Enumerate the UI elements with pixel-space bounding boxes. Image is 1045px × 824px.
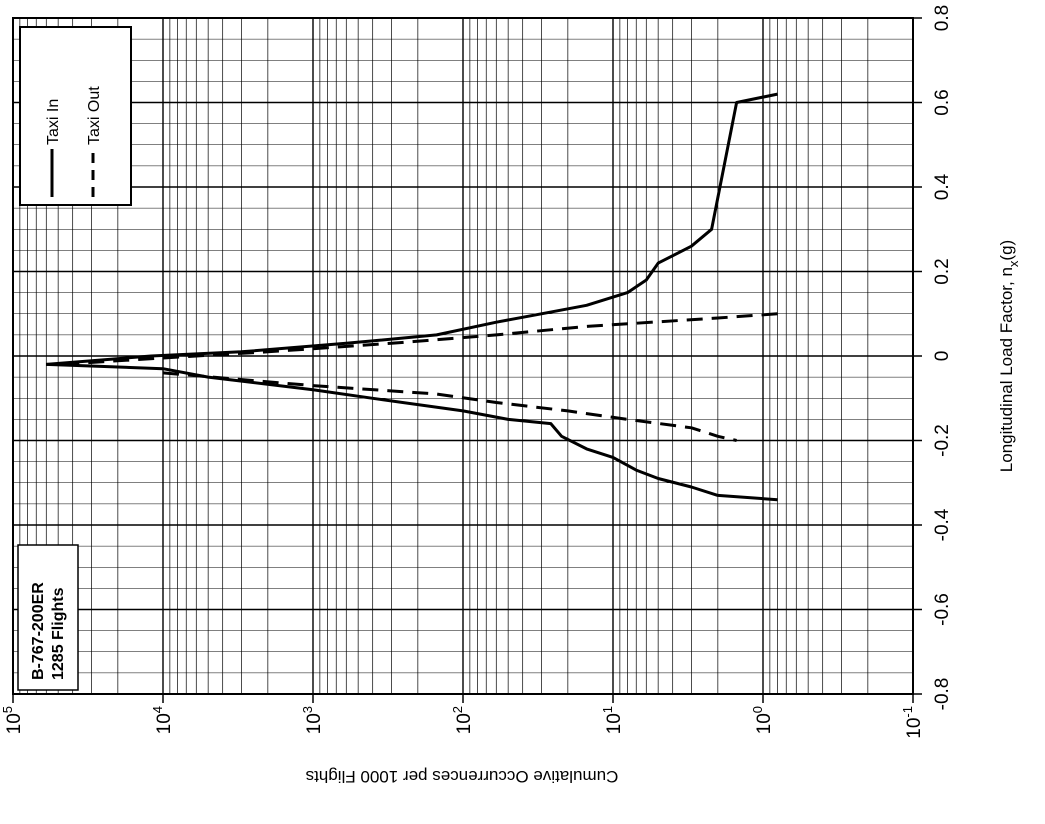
legend-label-taxi-in: Taxi In [45,99,62,145]
y-tick-label: 103 [300,706,325,734]
y-tick-base: 10 [304,713,325,734]
x-tick-label: 0.4 [932,173,953,200]
x-axis-title: Longitudinal Load Factor, nx(g) [997,240,1021,472]
legend-box: Taxi In Taxi Out [19,26,132,206]
x-tick-label: -0.6 [932,593,953,626]
annotation-box: B-767-200ER 1285 Flights [17,544,79,691]
x-tick-label: -0.2 [932,424,953,457]
legend-frame [19,26,132,206]
y-tick-label: 102 [450,706,475,734]
x-tick-label: 0.8 [932,5,953,31]
y-tick-base: 10 [154,713,175,734]
y-tick-exponent: 2 [450,706,465,713]
series-line-taxi-out-1 [162,371,737,442]
y-tick-exponent: 0 [750,706,765,713]
y-tick-base: 10 [454,713,475,734]
y-tick-label: 100 [750,706,775,734]
y-tick-label: 101 [600,706,625,734]
series-layer [46,92,778,502]
legend-label-taxi-out: Taxi Out [86,86,103,145]
x-tick-label: -0.4 [932,508,953,541]
y-tick-label: 10-1 [900,706,925,739]
y-tick-exponent: 3 [300,706,315,713]
series-line-taxi-in-0 [46,92,778,366]
x-tick-label: 0 [932,351,953,362]
y-tick-label: 104 [150,706,175,734]
x-tick-label: -0.8 [932,678,953,711]
y-tick-label: 105 [0,706,25,734]
y-tick-base: 10 [4,713,25,734]
series-line-taxi-in-1 [46,362,778,502]
y-tick-base: 10 [904,718,925,739]
y-tick-exponent: 4 [150,706,165,713]
x-axis-title-subscript: x [1006,260,1021,267]
x-tick-label: 0.2 [932,258,953,284]
x-tick-label: 0.6 [932,89,953,115]
tick-labels: -0.8-0.6-0.4-0.200.20.40.60.810-11001011… [0,5,953,739]
annotation-line-1: B-767-200ER [30,582,47,680]
x-axis-title-main: Longitudinal Load Factor, n [997,267,1016,472]
y-tick-exponent: -1 [900,706,915,718]
y-tick-base: 10 [754,713,775,734]
annotation-line-2: 1285 Flights [50,587,67,680]
y-tick-exponent: 5 [0,706,15,713]
y-tick-exponent: 1 [600,706,615,713]
y-tick-base: 10 [604,713,625,734]
x-axis-title-unit: (g) [997,240,1016,261]
annotation-frame [17,544,79,691]
y-axis-title: Cumulative Occurrences per 1000 Flights [306,767,619,786]
series-line-taxi-out-0 [58,312,778,366]
